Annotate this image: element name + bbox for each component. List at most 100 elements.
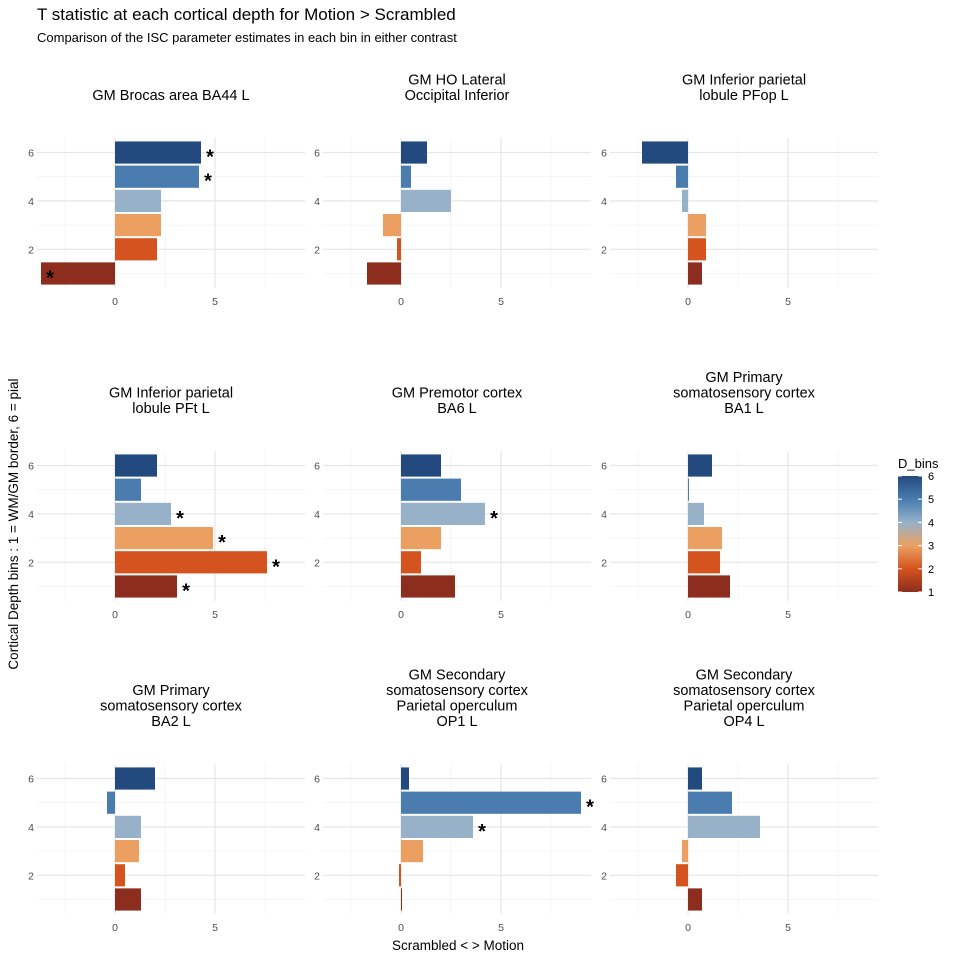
bar	[688, 238, 706, 261]
x-tick-label: 5	[498, 296, 504, 308]
panel-title-line: GM Primary	[132, 683, 210, 699]
panel-title-line: GM Primary	[705, 370, 783, 386]
bar	[401, 551, 421, 574]
panel-title-line: GM Secondary	[409, 668, 506, 684]
bar	[682, 839, 688, 863]
bar	[107, 791, 115, 814]
bar	[676, 165, 688, 188]
chart-subtitle: Comparison of the ISC parameter estimate…	[37, 30, 457, 45]
y-tick-label: 6	[28, 461, 34, 473]
bar	[401, 165, 411, 188]
x-tick-label: 0	[685, 296, 691, 308]
bar	[688, 478, 689, 501]
x-tick-label: 5	[212, 922, 218, 934]
y-tick-label: 4	[28, 196, 34, 208]
legend-tick-label: 5	[928, 494, 934, 506]
panel-title-line: GM Brocas area BA44 L	[92, 88, 249, 104]
significance-star: *	[46, 267, 54, 289]
bar	[401, 888, 402, 911]
bar	[401, 526, 441, 550]
bar	[115, 767, 155, 790]
legend-tick-label: 6	[928, 471, 934, 483]
bar	[688, 526, 722, 550]
legend-tick-label: 1	[928, 587, 934, 599]
y-tick-label: 4	[601, 822, 607, 834]
bar	[115, 815, 141, 839]
y-tick-label: 2	[601, 557, 607, 569]
y-tick-label: 2	[314, 870, 320, 882]
bar	[115, 551, 267, 574]
bar	[115, 165, 199, 188]
x-tick-label: 0	[112, 609, 118, 621]
bar	[397, 238, 401, 261]
legend: D_bins 1 2 3 4 5 6	[898, 456, 939, 599]
x-tick-label: 0	[398, 296, 404, 308]
legend-colorbar	[898, 476, 922, 592]
legend-tick-label: 4	[928, 517, 934, 529]
bar	[676, 864, 688, 887]
significance-star: *	[206, 147, 214, 169]
panel-title-line: BA6 L	[437, 401, 477, 417]
bar	[642, 141, 688, 164]
bar	[688, 213, 706, 237]
bar	[688, 454, 712, 477]
x-tick-label: 5	[212, 609, 218, 621]
bar	[383, 213, 401, 237]
bar	[115, 526, 213, 550]
panel-title-line: Occipital Inferior	[405, 88, 510, 104]
x-tick-label: 0	[398, 922, 404, 934]
bar	[115, 888, 141, 911]
significance-star: *	[586, 797, 594, 819]
y-tick-label: 2	[314, 244, 320, 256]
panel-title-line: GM Secondary	[696, 668, 793, 684]
panel-title-line: GM Premotor cortex	[392, 386, 523, 402]
bar	[401, 575, 455, 598]
bar	[115, 238, 157, 261]
bar	[688, 767, 702, 790]
significance-star: *	[204, 171, 212, 193]
bar	[688, 551, 720, 574]
y-tick-label: 4	[601, 509, 607, 521]
bar	[367, 262, 401, 285]
bar	[115, 141, 201, 164]
bar	[401, 502, 485, 526]
panel-title-line: Parietal operculum	[397, 699, 518, 715]
x-axis-label: Scrambled < > Motion	[392, 938, 524, 953]
bar	[115, 502, 171, 526]
x-tick-label: 5	[785, 922, 791, 934]
y-tick-label: 2	[601, 870, 607, 882]
y-tick-label: 4	[28, 509, 34, 521]
y-tick-label: 6	[314, 774, 320, 786]
bar	[688, 888, 702, 911]
x-tick-label: 0	[112, 922, 118, 934]
x-tick-label: 0	[398, 609, 404, 621]
y-tick-label: 6	[314, 461, 320, 473]
x-tick-label: 5	[785, 609, 791, 621]
y-tick-label: 4	[314, 822, 320, 834]
bar	[41, 262, 115, 285]
bar	[682, 189, 688, 213]
bar	[399, 864, 401, 887]
y-tick-label: 2	[601, 244, 607, 256]
panel-title-line: lobule PFop L	[699, 88, 788, 104]
panel-title-line: OP4 L	[723, 714, 764, 730]
x-tick-label: 5	[498, 922, 504, 934]
significance-star: *	[182, 580, 190, 602]
legend-title: D_bins	[898, 456, 939, 471]
panel-title-line: somatosensory cortex	[386, 683, 529, 699]
y-tick-label: 4	[28, 822, 34, 834]
bar	[115, 839, 139, 863]
bar	[688, 262, 702, 285]
x-tick-label: 5	[498, 609, 504, 621]
y-tick-label: 6	[601, 148, 607, 160]
x-tick-label: 0	[685, 922, 691, 934]
